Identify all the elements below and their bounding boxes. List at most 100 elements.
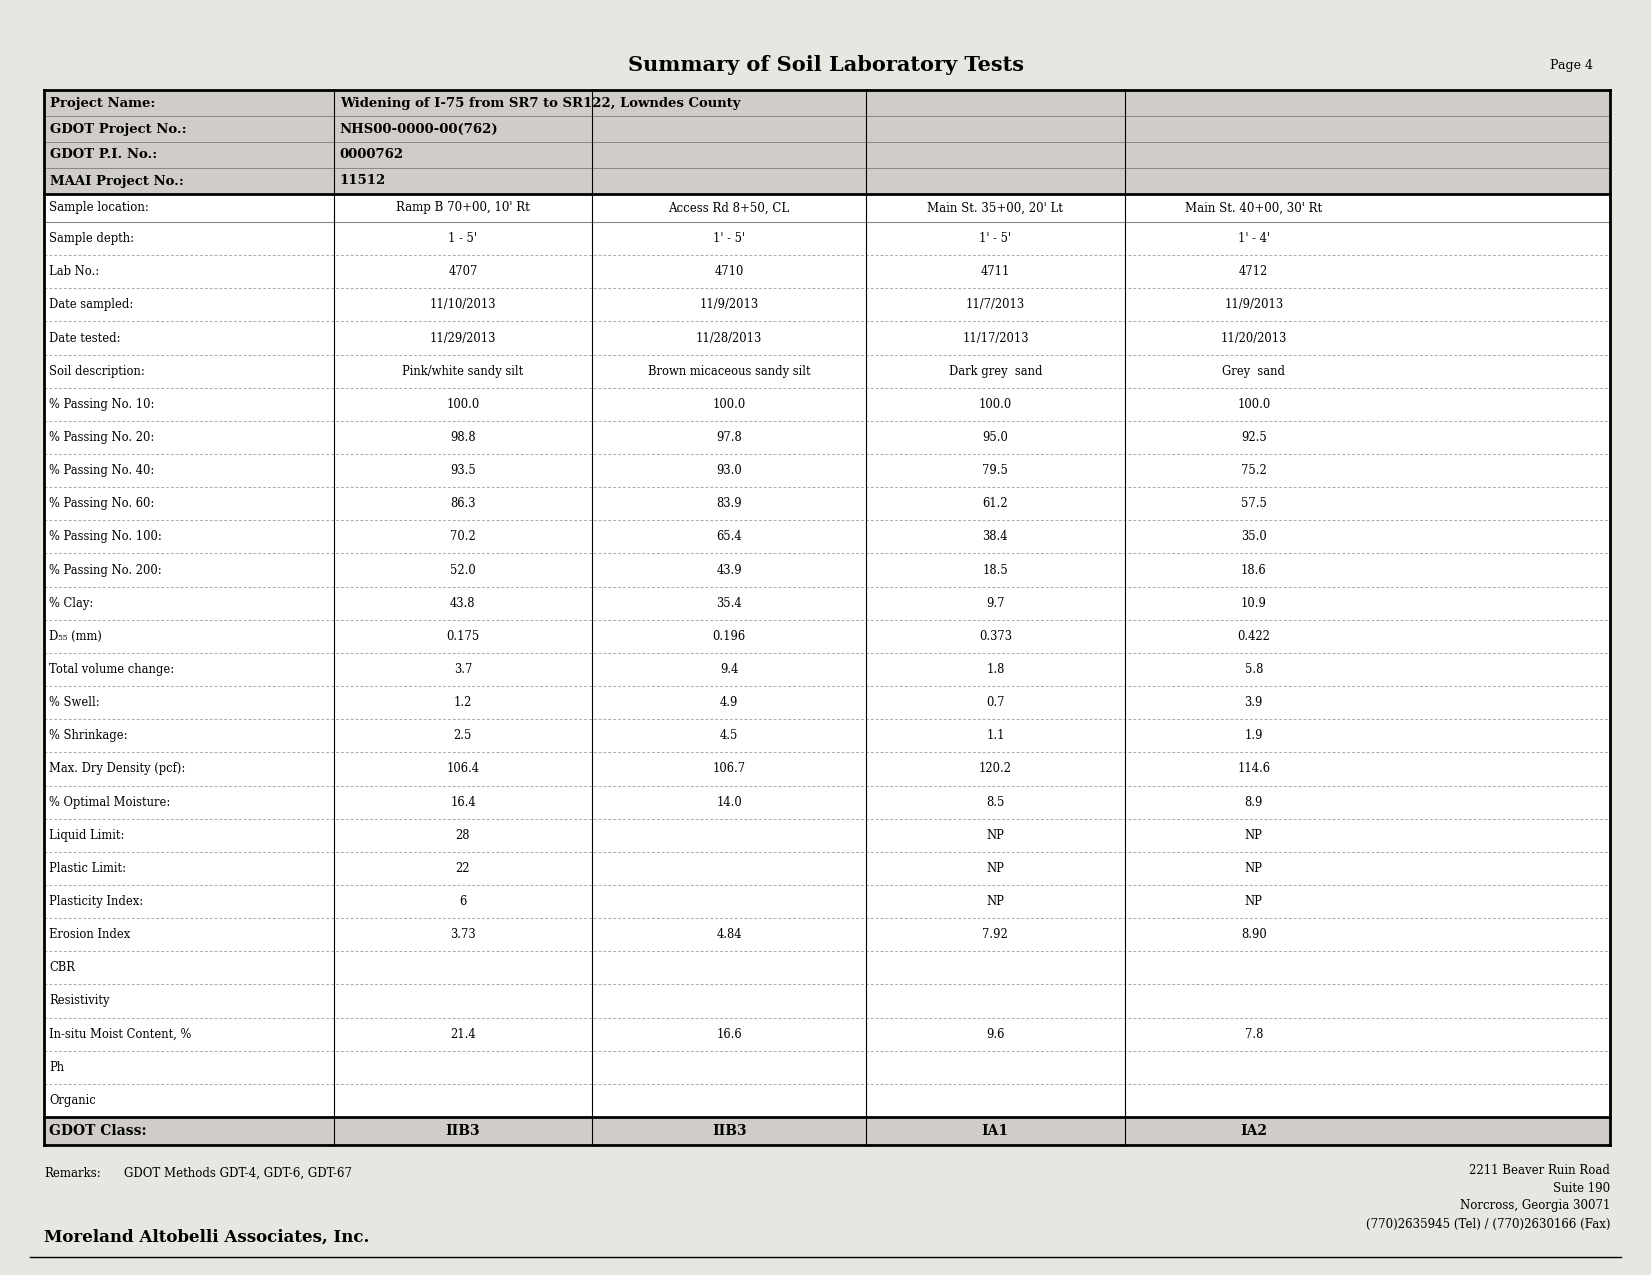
Text: 4.84: 4.84 — [717, 928, 741, 941]
Text: 9.7: 9.7 — [986, 597, 1004, 609]
Text: D₅₅ (mm): D₅₅ (mm) — [50, 630, 102, 643]
Text: Widening of I-75 from SR7 to SR122, Lowndes County: Widening of I-75 from SR7 to SR122, Lown… — [340, 97, 740, 110]
Text: 2.5: 2.5 — [454, 729, 472, 742]
Text: 86.3: 86.3 — [451, 497, 475, 510]
Text: 16.6: 16.6 — [717, 1028, 741, 1040]
Text: 3.73: 3.73 — [451, 928, 475, 941]
Text: Total volume change:: Total volume change: — [50, 663, 173, 676]
Text: % Passing No. 200:: % Passing No. 200: — [50, 564, 162, 576]
Text: Ph: Ph — [50, 1061, 64, 1074]
Text: GDOT Methods GDT-4, GDT-6, GDT-67: GDOT Methods GDT-4, GDT-6, GDT-67 — [124, 1167, 352, 1179]
Text: NHS00-0000-00(762): NHS00-0000-00(762) — [340, 122, 499, 135]
Text: 61.2: 61.2 — [982, 497, 1009, 510]
Bar — [45, 142, 1610, 168]
Text: 3.9: 3.9 — [1245, 696, 1263, 709]
Text: 1.8: 1.8 — [986, 663, 1004, 676]
Text: 106.4: 106.4 — [446, 762, 479, 775]
Text: 100.0: 100.0 — [713, 398, 746, 411]
Text: 11/17/2013: 11/17/2013 — [963, 332, 1029, 344]
Text: 70.2: 70.2 — [451, 530, 475, 543]
Text: Moreland Altobelli Associates, Inc.: Moreland Altobelli Associates, Inc. — [45, 1229, 370, 1246]
Text: 11/29/2013: 11/29/2013 — [429, 332, 495, 344]
Text: IA1: IA1 — [982, 1125, 1009, 1139]
Text: CBR: CBR — [50, 961, 74, 974]
Text: NP: NP — [986, 862, 1004, 875]
Text: 14.0: 14.0 — [717, 796, 741, 808]
Text: 1.2: 1.2 — [454, 696, 472, 709]
Text: Plasticity Index:: Plasticity Index: — [50, 895, 144, 908]
Text: 75.2: 75.2 — [1242, 464, 1266, 477]
Text: Plastic Limit:: Plastic Limit: — [50, 862, 125, 875]
Text: 22: 22 — [456, 862, 471, 875]
Text: 7.92: 7.92 — [982, 928, 1009, 941]
Text: 100.0: 100.0 — [446, 398, 479, 411]
Text: 93.5: 93.5 — [451, 464, 475, 477]
Text: Date tested:: Date tested: — [50, 332, 121, 344]
Text: MAAI Project No.:: MAAI Project No.: — [50, 175, 183, 187]
Text: Page 4: Page 4 — [1550, 59, 1593, 71]
Text: 1 - 5': 1 - 5' — [449, 232, 477, 245]
Text: 1' - 5': 1' - 5' — [979, 232, 1012, 245]
Text: 11/28/2013: 11/28/2013 — [697, 332, 763, 344]
Text: 1' - 4': 1' - 4' — [1238, 232, 1270, 245]
Text: Suite 190: Suite 190 — [1554, 1182, 1610, 1195]
Text: Grey  sand: Grey sand — [1222, 365, 1284, 377]
Text: 83.9: 83.9 — [717, 497, 741, 510]
Text: Main St. 40+00, 30' Rt: Main St. 40+00, 30' Rt — [1185, 201, 1322, 214]
Text: Sample location:: Sample location: — [50, 201, 149, 214]
Text: 4710: 4710 — [715, 265, 745, 278]
Text: % Optimal Moisture:: % Optimal Moisture: — [50, 796, 170, 808]
Text: IIB3: IIB3 — [712, 1125, 746, 1139]
Text: 8.9: 8.9 — [1245, 796, 1263, 808]
Text: 65.4: 65.4 — [717, 530, 741, 543]
Text: (770)2635945 (Tel) / (770)2630166 (Fax): (770)2635945 (Tel) / (770)2630166 (Fax) — [1365, 1218, 1610, 1230]
Text: % Passing No. 10:: % Passing No. 10: — [50, 398, 155, 411]
Text: 114.6: 114.6 — [1237, 762, 1270, 775]
Text: Lab No.:: Lab No.: — [50, 265, 99, 278]
Text: % Passing No. 20:: % Passing No. 20: — [50, 431, 154, 444]
Text: 21.4: 21.4 — [451, 1028, 475, 1040]
Text: Remarks:: Remarks: — [45, 1167, 101, 1179]
Text: Resistivity: Resistivity — [50, 994, 109, 1007]
Bar — [45, 91, 1610, 1145]
Text: 0.175: 0.175 — [446, 630, 479, 643]
Text: Soil description:: Soil description: — [50, 365, 145, 377]
Text: 8.5: 8.5 — [986, 796, 1004, 808]
Text: NP: NP — [986, 895, 1004, 908]
Text: Main St. 35+00, 20' Lt: Main St. 35+00, 20' Lt — [928, 201, 1063, 214]
Text: 5.8: 5.8 — [1245, 663, 1263, 676]
Text: 57.5: 57.5 — [1242, 497, 1266, 510]
Bar — [45, 116, 1610, 142]
Text: 100.0: 100.0 — [979, 398, 1012, 411]
Text: NP: NP — [1245, 895, 1263, 908]
Text: Erosion Index: Erosion Index — [50, 928, 130, 941]
Text: Max. Dry Density (pcf):: Max. Dry Density (pcf): — [50, 762, 185, 775]
Text: % Swell:: % Swell: — [50, 696, 99, 709]
Text: GDOT Class:: GDOT Class: — [50, 1125, 147, 1139]
Text: 16.4: 16.4 — [451, 796, 475, 808]
Text: Date sampled:: Date sampled: — [50, 298, 134, 311]
Text: 0.373: 0.373 — [979, 630, 1012, 643]
Text: Summary of Soil Laboratory Tests: Summary of Soil Laboratory Tests — [627, 55, 1024, 75]
Text: Sample depth:: Sample depth: — [50, 232, 134, 245]
Text: Liquid Limit:: Liquid Limit: — [50, 829, 124, 842]
Text: 9.4: 9.4 — [720, 663, 738, 676]
Text: 4.5: 4.5 — [720, 729, 738, 742]
Text: Ramp B 70+00, 10' Rt: Ramp B 70+00, 10' Rt — [396, 201, 530, 214]
Text: 98.8: 98.8 — [451, 431, 475, 444]
Text: NP: NP — [1245, 862, 1263, 875]
Text: 18.6: 18.6 — [1242, 564, 1266, 576]
Text: Project Name:: Project Name: — [50, 97, 155, 110]
Text: 1.9: 1.9 — [1245, 729, 1263, 742]
Text: NP: NP — [986, 829, 1004, 842]
Text: IIB3: IIB3 — [446, 1125, 480, 1139]
Text: 11/10/2013: 11/10/2013 — [429, 298, 497, 311]
Text: 28: 28 — [456, 829, 471, 842]
Text: 11/7/2013: 11/7/2013 — [966, 298, 1025, 311]
Text: 11512: 11512 — [340, 175, 386, 187]
Text: 38.4: 38.4 — [982, 530, 1009, 543]
Text: 4712: 4712 — [1240, 265, 1268, 278]
Text: 18.5: 18.5 — [982, 564, 1009, 576]
Text: % Passing No. 40:: % Passing No. 40: — [50, 464, 154, 477]
Text: 0.196: 0.196 — [713, 630, 746, 643]
